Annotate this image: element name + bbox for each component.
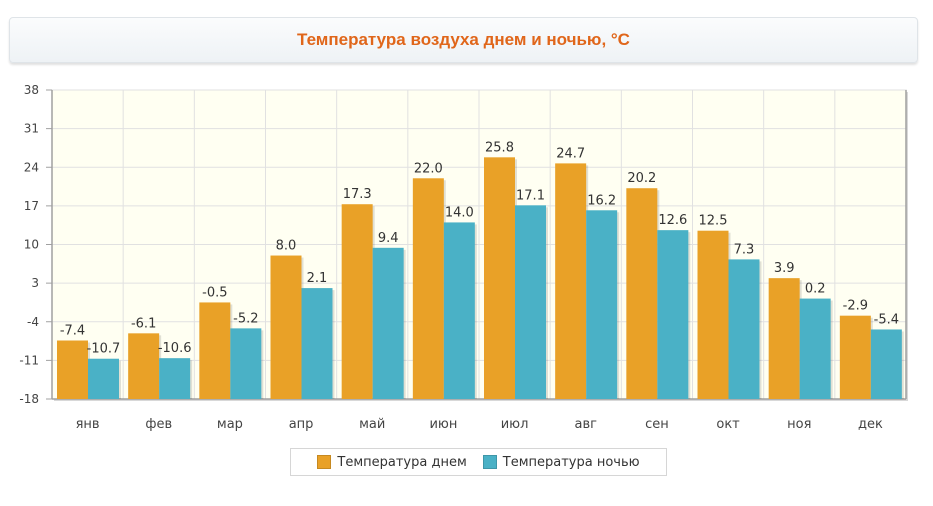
data-label-night: -5.2	[233, 311, 258, 326]
data-label-day: 8.0	[276, 239, 297, 254]
data-label-day: 12.5	[699, 214, 728, 229]
x-tick-label: июн	[429, 417, 457, 432]
data-label-night: 9.4	[378, 231, 399, 246]
legend-label-day: Температура днем	[337, 454, 467, 470]
x-tick-label: май	[359, 417, 385, 432]
bar-night	[230, 328, 262, 399]
bar-night	[586, 210, 618, 399]
data-label-night: -10.6	[158, 341, 192, 356]
bar-night	[657, 230, 689, 399]
bar-day	[412, 178, 444, 399]
bar-day	[626, 188, 658, 399]
legend-swatch-night	[482, 455, 497, 469]
data-label-day: -7.4	[60, 324, 85, 339]
data-label-night: 17.1	[516, 188, 545, 203]
bar-night	[443, 222, 475, 399]
x-tick-label: окт	[716, 417, 740, 432]
y-tick-label: 31	[24, 122, 39, 136]
bar-night	[88, 358, 119, 399]
bar-night	[799, 298, 831, 399]
data-label-day: 25.8	[485, 140, 514, 155]
y-tick-label: 38	[24, 83, 39, 97]
bar-day	[839, 315, 871, 399]
data-label-day: 17.3	[343, 187, 372, 202]
data-label-day: -0.5	[202, 285, 227, 300]
bar-night	[372, 247, 404, 399]
data-label-night: -10.7	[87, 342, 121, 357]
y-tick-label: 24	[24, 160, 39, 174]
x-tick-label: сен	[645, 417, 669, 432]
x-tick-label: фев	[145, 417, 172, 432]
y-tick-label: -11	[19, 353, 39, 367]
x-tick-label: янв	[76, 417, 100, 432]
x-tick-label: апр	[289, 417, 314, 432]
bar-day	[341, 204, 373, 399]
data-label-night: 12.6	[658, 213, 687, 228]
data-label-night: 16.2	[587, 193, 616, 208]
bar-night	[301, 288, 333, 399]
data-label-day: 24.7	[556, 146, 585, 161]
chart-legend: Температура днем Температура ночью	[290, 448, 667, 476]
y-tick-label: 17	[24, 199, 39, 213]
x-tick-label: дек	[858, 417, 883, 432]
bar-day	[768, 278, 800, 399]
bar-day	[697, 230, 729, 399]
bar-night	[870, 329, 902, 399]
data-label-day: 22.0	[414, 161, 443, 176]
legend-label-night: Температура ночью	[502, 454, 640, 470]
legend-item-day[interactable]: Температура днем	[317, 454, 467, 470]
y-tick-label: -18	[19, 392, 39, 406]
data-label-night: 0.2	[805, 282, 826, 297]
bar-day	[270, 255, 302, 399]
data-label-day: -6.1	[131, 316, 156, 331]
y-tick-label: 10	[24, 238, 39, 252]
bar-day	[484, 157, 515, 399]
data-label-day: 20.2	[627, 171, 656, 186]
data-label-night: 7.3	[734, 242, 755, 257]
bar-day	[555, 163, 587, 399]
x-tick-label: июл	[501, 417, 529, 432]
legend-item-night[interactable]: Температура ночью	[482, 454, 640, 470]
x-tick-label: авг	[575, 417, 598, 432]
chart-title: Температура воздуха днем и ночью, °C	[297, 30, 630, 49]
data-label-night: -5.4	[874, 312, 899, 327]
bar-day	[57, 340, 88, 399]
data-label-night: 2.1	[307, 271, 328, 286]
data-label-night: 14.0	[445, 205, 474, 220]
bar-night	[515, 205, 546, 399]
chart-title-bar: Температура воздуха днем и ночью, °C	[9, 17, 918, 63]
data-label-day: -2.9	[843, 299, 868, 314]
data-label-day: 3.9	[774, 261, 795, 276]
bar-day	[199, 302, 231, 399]
bar-night	[728, 259, 760, 399]
bar-day	[128, 333, 160, 399]
y-tick-label: 3	[31, 276, 39, 290]
bar-night	[159, 358, 191, 399]
x-tick-label: ноя	[787, 417, 811, 432]
legend-swatch-day	[317, 455, 332, 469]
y-tick-label: -4	[27, 315, 39, 329]
x-tick-label: мар	[217, 417, 243, 432]
